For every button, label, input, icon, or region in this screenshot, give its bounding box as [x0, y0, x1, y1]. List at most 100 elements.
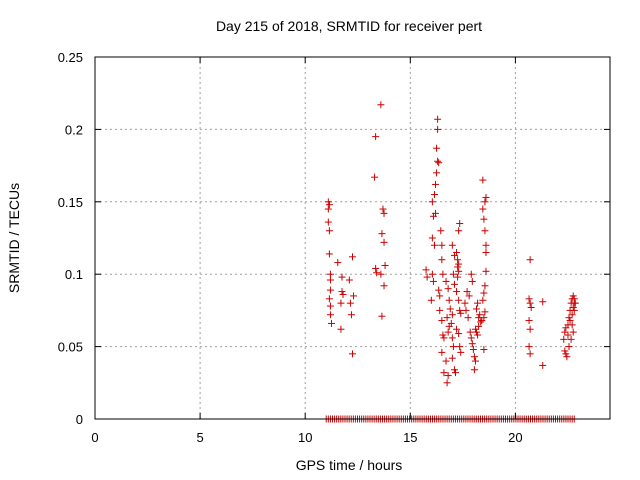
data-point [563, 353, 571, 361]
data-point [467, 270, 475, 278]
data-point [453, 248, 461, 256]
data-point [430, 191, 438, 199]
data-point [461, 299, 469, 307]
data-point [448, 241, 456, 249]
data-point [468, 340, 476, 348]
data-point [456, 306, 464, 314]
data-point [453, 288, 461, 296]
data-point [347, 311, 355, 319]
data-point [438, 256, 446, 264]
data-point [434, 115, 442, 123]
data-point [569, 292, 577, 300]
data-point [349, 253, 356, 261]
data-point [469, 345, 477, 353]
data-point [377, 270, 385, 278]
data-point [324, 205, 332, 213]
data-point [527, 304, 535, 312]
data-point [437, 227, 445, 235]
data-point [428, 198, 436, 206]
data-point [326, 311, 334, 319]
data-point [350, 292, 358, 300]
data-point [438, 241, 446, 249]
data-point [324, 198, 332, 206]
y-axis-label: SRMTID / TECUs [6, 183, 22, 293]
data-point [526, 256, 534, 264]
data-point [561, 347, 569, 355]
data-point [468, 277, 476, 285]
y-tick-label: 0.1 [65, 267, 83, 282]
data-point [480, 289, 488, 297]
data-point [481, 227, 489, 235]
data-point [429, 277, 437, 285]
data-point [427, 296, 435, 304]
data-point [480, 345, 488, 353]
data-point [372, 133, 380, 141]
data-point [373, 269, 381, 277]
data-point [324, 218, 332, 226]
y-tick-label: 0.05 [58, 340, 83, 355]
data-point [444, 328, 452, 336]
data-point [457, 348, 465, 356]
data-point [453, 325, 461, 333]
data-point [433, 169, 441, 177]
grid-layer [95, 57, 610, 419]
data-point [434, 125, 442, 133]
data-point [439, 270, 447, 278]
y-tick-label: 0.25 [58, 50, 83, 65]
data-point [467, 334, 475, 342]
data-point [465, 292, 473, 300]
data-point [479, 296, 487, 304]
data-point [378, 230, 386, 238]
data-point [525, 295, 533, 303]
data-point [325, 250, 333, 258]
data-point [481, 308, 489, 316]
data-point [435, 159, 443, 167]
data-point [445, 296, 453, 304]
data-point [423, 273, 431, 281]
y-tick-label: 0 [76, 412, 83, 427]
data-point [371, 173, 379, 181]
data-point [480, 215, 488, 223]
data-point [448, 354, 456, 362]
data-point [560, 335, 568, 343]
data-point [568, 321, 576, 329]
data-point [327, 319, 335, 327]
data-point [380, 238, 388, 246]
data-point [447, 319, 455, 327]
data-point [471, 325, 479, 333]
data-point [571, 299, 579, 307]
data-point [442, 277, 450, 285]
data-point [433, 144, 441, 152]
marks-layer [322, 101, 579, 423]
data-point [479, 176, 487, 184]
data-point [470, 353, 478, 361]
data-point [565, 343, 573, 351]
data-point [337, 299, 345, 307]
x-tick-label: 5 [196, 430, 203, 445]
data-point [474, 299, 482, 307]
y-tick-label: 0.15 [58, 195, 83, 210]
data-point [436, 292, 444, 300]
data-point [566, 317, 574, 325]
data-point [526, 350, 534, 358]
data-point [440, 369, 448, 377]
data-point [455, 267, 463, 275]
data-point [562, 350, 570, 358]
data-point [474, 331, 482, 339]
data-point [326, 276, 334, 284]
x-tick-label: 20 [508, 430, 522, 445]
data-point [452, 369, 459, 377]
data-point [444, 372, 452, 380]
data-point [450, 280, 458, 288]
data-point [337, 325, 345, 333]
data-point [561, 328, 569, 336]
data-point [482, 193, 490, 201]
data-point [482, 248, 490, 256]
data-point [525, 343, 533, 351]
data-point [448, 311, 456, 319]
data-point [482, 267, 490, 275]
data-point [473, 305, 481, 313]
data-point [432, 209, 440, 217]
data-point [471, 357, 479, 365]
data-point [570, 306, 578, 314]
